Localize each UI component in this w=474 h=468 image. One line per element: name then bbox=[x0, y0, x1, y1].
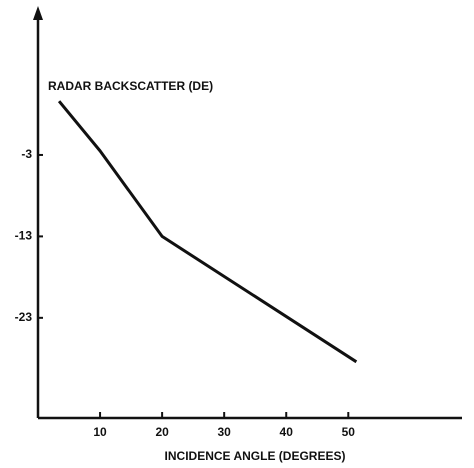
y-tick-label: -13 bbox=[15, 229, 33, 243]
y-tick-label: -23 bbox=[15, 310, 33, 324]
x-axis-label: INCIDENCE ANGLE (DEGREES) bbox=[165, 449, 346, 463]
x-tick-label: 10 bbox=[93, 425, 107, 439]
x-tick-label: 20 bbox=[155, 425, 169, 439]
y-tick-label: -3 bbox=[21, 147, 32, 161]
data-line bbox=[57, 100, 358, 364]
chart-title: RADAR BACKSCATTER (DE) bbox=[48, 79, 213, 93]
y-axis-arrow bbox=[33, 6, 43, 20]
x-tick-label: 30 bbox=[217, 425, 231, 439]
x-tick-label: 50 bbox=[342, 425, 356, 439]
x-tick-label: 40 bbox=[280, 425, 294, 439]
